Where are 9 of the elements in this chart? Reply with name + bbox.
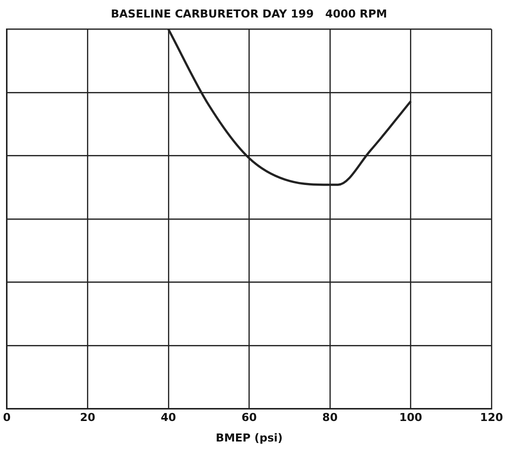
x-tick-label: 120 [480,411,504,424]
x-tick-label: 20 [80,411,96,424]
x-tick-label: 40 [160,411,176,424]
x-tick-label: 100 [399,411,423,424]
x-tick-label: 80 [322,411,338,424]
x-tick-label: 60 [242,411,258,424]
x-axis-title: BMEP (psi) [216,431,283,444]
chart-title: BASELINE CARBURETOR DAY 199 4000 RPM [110,7,388,20]
x-tick-label: 0 [3,411,11,424]
